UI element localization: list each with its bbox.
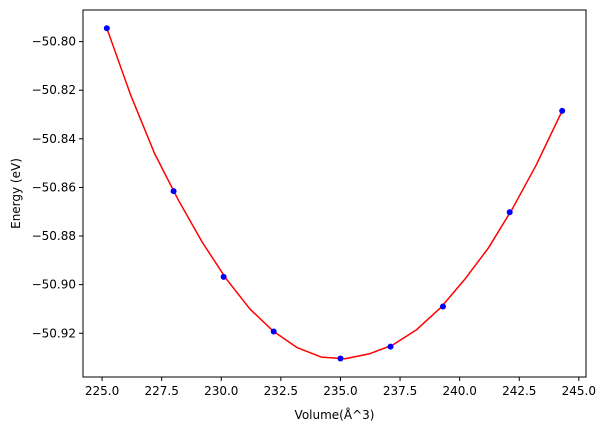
data-point <box>439 303 446 310</box>
data-point <box>337 355 344 362</box>
x-tick-label: 227.5 <box>144 384 178 398</box>
x-tick-label: 240.0 <box>442 384 476 398</box>
x-tick-label: 232.5 <box>264 384 298 398</box>
y-tick-label: −50.84 <box>32 132 76 146</box>
x-tick-label: 245.0 <box>562 384 596 398</box>
axes-frame <box>82 9 587 378</box>
data-point <box>559 107 566 114</box>
y-tick-label: −50.86 <box>32 180 76 194</box>
data-point <box>270 328 277 335</box>
y-axis-label: Energy (eV) <box>9 158 23 229</box>
x-tick-label: 225.0 <box>85 384 119 398</box>
y-tick-label: −50.92 <box>32 326 76 340</box>
x-tick-label: 242.5 <box>502 384 536 398</box>
y-tick-label: −50.82 <box>32 83 76 97</box>
x-axis: 225.0 227.5 230.0 232.5 235.0 237.5 240.0 242.5… <box>85 377 596 398</box>
y-tick-label: −50.90 <box>32 278 76 292</box>
y-axis: −50.80 −50.82 −50.84 −50.86 −50.88 −50.90 −50.… <box>32 35 83 340</box>
fit-curve <box>106 27 563 360</box>
chart-marks <box>103 25 566 362</box>
x-tick-label: 235.0 <box>323 384 357 398</box>
y-tick-label: −50.80 <box>32 35 76 49</box>
x-axis-label: Volume(Å^3) <box>295 407 375 422</box>
data-point <box>220 273 227 280</box>
x-tick-label: 237.5 <box>383 384 417 398</box>
y-tick-label: −50.88 <box>32 229 76 243</box>
data-point <box>170 188 177 195</box>
data-point <box>103 25 110 32</box>
data-point <box>387 343 394 350</box>
data-point <box>506 209 513 216</box>
x-tick-label: 230.0 <box>204 384 238 398</box>
